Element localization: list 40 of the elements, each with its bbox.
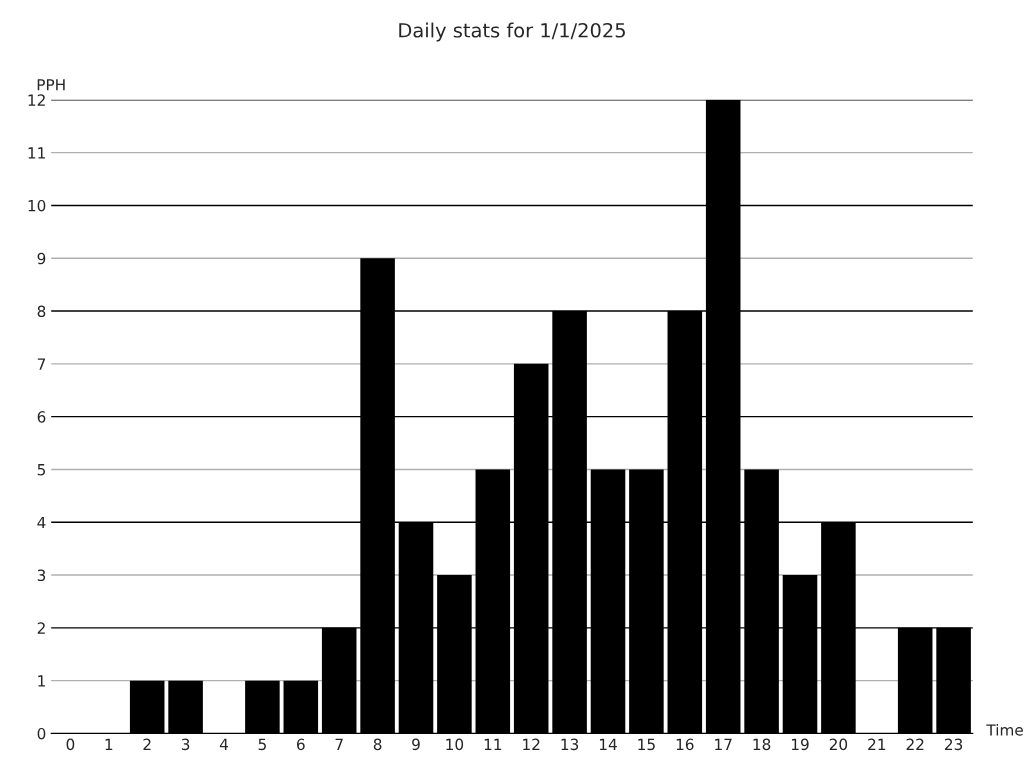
y-tick-label: 4	[37, 516, 46, 529]
x-tick-label: 3	[181, 738, 190, 751]
y-tick-label: 3	[37, 569, 46, 582]
x-tick-label: 16	[676, 738, 694, 751]
y-axis-title: PPH	[37, 79, 65, 91]
x-tick-label: 20	[829, 738, 848, 751]
x-tick-label: 12	[523, 738, 540, 750]
chart-title: Daily stats for 1/1/2025	[399, 22, 625, 42]
x-tick-label: 8	[373, 738, 382, 751]
y-tick-label: 8	[37, 305, 46, 318]
x-tick-label: 23	[945, 738, 963, 751]
x-tick-label: 13	[561, 738, 579, 751]
x-tick-label: 5	[258, 738, 266, 751]
x-tick-label: 21	[868, 738, 886, 750]
x-tick-label: 4	[219, 738, 228, 750]
y-tick-label: 2	[37, 622, 45, 634]
x-tick-label: 10	[446, 738, 464, 751]
x-tick-label: 6	[297, 738, 305, 751]
x-tick-label: 19	[791, 738, 809, 751]
y-tick-label: 0	[37, 727, 46, 740]
x-tick-label: 17	[715, 738, 732, 750]
x-tick-label: 11	[484, 738, 502, 750]
y-tick-label: 5	[37, 464, 45, 476]
x-tick-label: 0	[66, 738, 75, 751]
y-tick-label: 9	[37, 252, 46, 265]
y-tick-label: 6	[37, 411, 46, 423]
y-tick-label: 10	[28, 199, 46, 212]
y-tick-label: 7	[37, 358, 46, 370]
x-tick-label: 14	[599, 738, 617, 750]
x-tick-label: 7	[335, 738, 343, 750]
x-tick-label: 9	[412, 738, 420, 751]
x-tick-label: 2	[143, 738, 151, 750]
y-tick-label: 12	[28, 94, 45, 106]
x-tick-label: 15	[638, 738, 655, 751]
y-tick-label: 1	[38, 675, 45, 687]
x-tick-label: 22	[906, 738, 924, 750]
x-tick-label: 1	[105, 738, 113, 750]
x-axis-title: Time	[986, 723, 1023, 736]
x-tick-label: 18	[753, 738, 771, 751]
y-tick-label: 11	[28, 147, 45, 159]
